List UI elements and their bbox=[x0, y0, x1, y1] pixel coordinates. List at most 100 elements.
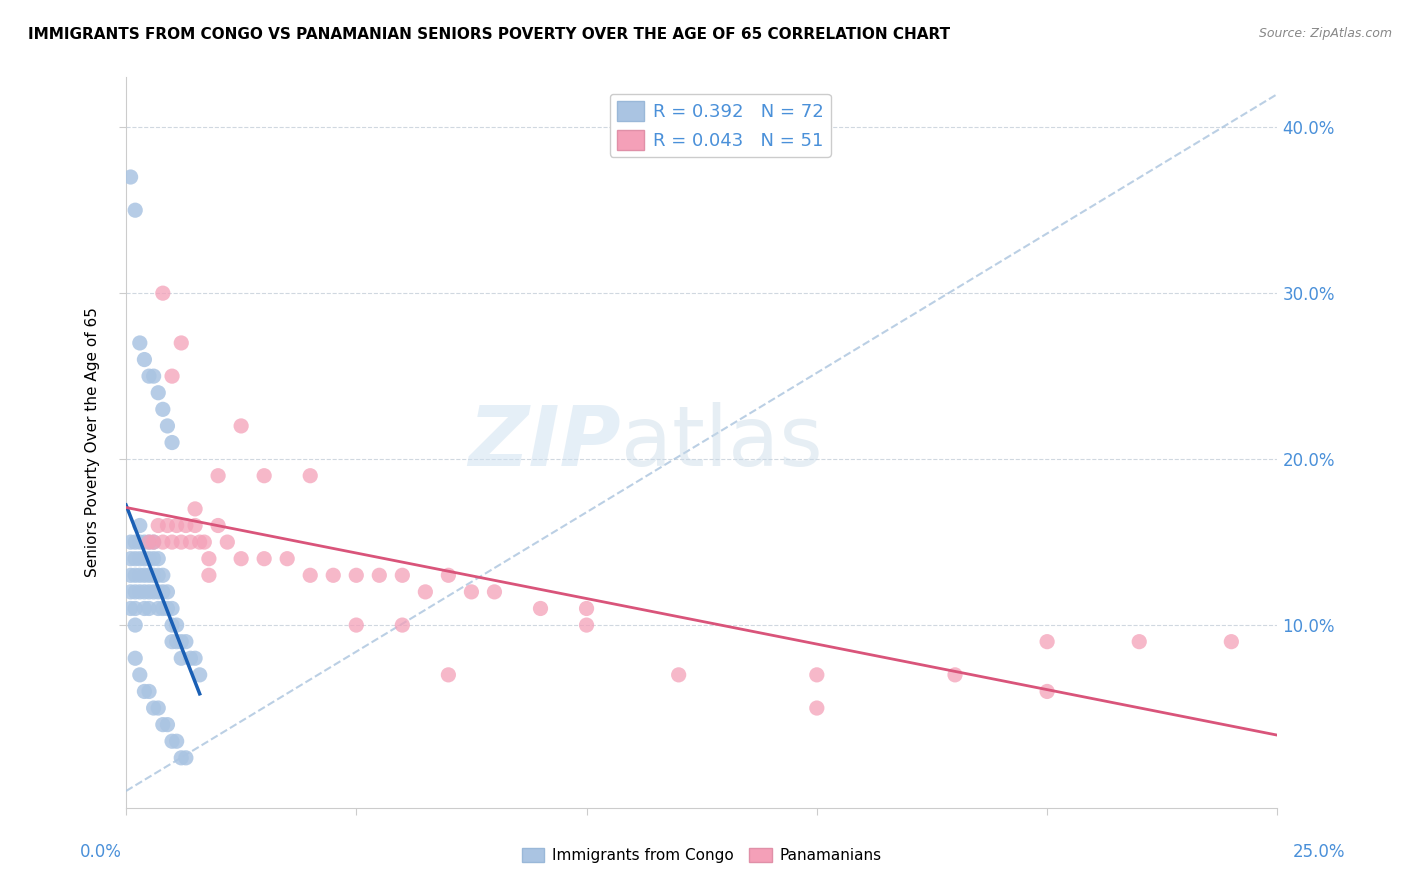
Point bbox=[231, 551, 253, 566]
Point bbox=[188, 535, 211, 549]
Point bbox=[166, 634, 188, 648]
Point bbox=[160, 535, 183, 549]
Point bbox=[128, 551, 150, 566]
Point bbox=[170, 535, 193, 549]
Point bbox=[943, 668, 966, 682]
Point bbox=[148, 585, 170, 599]
Point bbox=[138, 684, 160, 698]
Point bbox=[128, 518, 150, 533]
Point bbox=[174, 751, 197, 765]
Point bbox=[207, 518, 229, 533]
Point bbox=[120, 568, 142, 582]
Point bbox=[138, 585, 160, 599]
Point bbox=[484, 585, 506, 599]
Point bbox=[148, 518, 170, 533]
Point bbox=[124, 551, 146, 566]
Point bbox=[184, 502, 207, 516]
Point bbox=[1220, 634, 1243, 648]
Point bbox=[529, 601, 551, 615]
Point bbox=[124, 535, 146, 549]
Point bbox=[1036, 684, 1059, 698]
Point bbox=[1036, 634, 1059, 648]
Point bbox=[391, 568, 413, 582]
Text: ZIP: ZIP bbox=[468, 402, 621, 483]
Point bbox=[152, 286, 174, 301]
Point bbox=[179, 651, 201, 665]
Point bbox=[170, 634, 193, 648]
Point bbox=[437, 668, 460, 682]
Point bbox=[120, 169, 142, 184]
Point bbox=[299, 568, 322, 582]
Text: 25.0%: 25.0% bbox=[1292, 843, 1346, 861]
Text: atlas: atlas bbox=[621, 402, 823, 483]
Point bbox=[184, 518, 207, 533]
Point bbox=[152, 402, 174, 417]
Point bbox=[134, 551, 156, 566]
Point bbox=[152, 601, 174, 615]
Y-axis label: Seniors Poverty Over the Age of 65: Seniors Poverty Over the Age of 65 bbox=[86, 308, 100, 577]
Point bbox=[160, 435, 183, 450]
Point bbox=[415, 585, 437, 599]
Point bbox=[124, 203, 146, 218]
Point bbox=[368, 568, 391, 582]
Point bbox=[134, 601, 156, 615]
Text: IMMIGRANTS FROM CONGO VS PANAMANIAN SENIORS POVERTY OVER THE AGE OF 65 CORRELATI: IMMIGRANTS FROM CONGO VS PANAMANIAN SENI… bbox=[28, 27, 950, 42]
Point bbox=[152, 717, 174, 731]
Point bbox=[207, 468, 229, 483]
Point bbox=[128, 585, 150, 599]
Point bbox=[138, 551, 160, 566]
Point bbox=[198, 568, 221, 582]
Point bbox=[134, 585, 156, 599]
Point bbox=[231, 419, 253, 434]
Point bbox=[170, 335, 193, 350]
Point bbox=[179, 535, 201, 549]
Point bbox=[806, 701, 828, 715]
Point bbox=[138, 601, 160, 615]
Point bbox=[253, 468, 276, 483]
Point bbox=[152, 585, 174, 599]
Point bbox=[142, 568, 165, 582]
Text: Source: ZipAtlas.com: Source: ZipAtlas.com bbox=[1258, 27, 1392, 40]
Point bbox=[120, 601, 142, 615]
Point bbox=[124, 568, 146, 582]
Point bbox=[148, 385, 170, 400]
Point bbox=[184, 651, 207, 665]
Point bbox=[148, 701, 170, 715]
Point bbox=[170, 751, 193, 765]
Point bbox=[160, 634, 183, 648]
Point bbox=[188, 668, 211, 682]
Point bbox=[128, 568, 150, 582]
Point bbox=[128, 668, 150, 682]
Point bbox=[120, 551, 142, 566]
Point bbox=[344, 618, 367, 632]
Point bbox=[575, 601, 598, 615]
Point bbox=[134, 535, 156, 549]
Point bbox=[668, 668, 690, 682]
Point bbox=[174, 634, 197, 648]
Point bbox=[344, 568, 367, 582]
Point bbox=[128, 535, 150, 549]
Point bbox=[148, 601, 170, 615]
Point bbox=[142, 585, 165, 599]
Point bbox=[1128, 634, 1150, 648]
Point bbox=[575, 618, 598, 632]
Point bbox=[148, 568, 170, 582]
Point bbox=[134, 352, 156, 367]
Point bbox=[138, 369, 160, 384]
Point bbox=[138, 568, 160, 582]
Point bbox=[217, 535, 239, 549]
Point bbox=[124, 601, 146, 615]
Text: 0.0%: 0.0% bbox=[80, 843, 122, 861]
Point bbox=[166, 618, 188, 632]
Point bbox=[152, 535, 174, 549]
Point bbox=[134, 684, 156, 698]
Point bbox=[160, 369, 183, 384]
Point bbox=[253, 551, 276, 566]
Point bbox=[806, 668, 828, 682]
Point bbox=[166, 734, 188, 748]
Point bbox=[138, 535, 160, 549]
Point bbox=[299, 468, 322, 483]
Point bbox=[170, 651, 193, 665]
Point bbox=[193, 535, 215, 549]
Point bbox=[138, 535, 160, 549]
